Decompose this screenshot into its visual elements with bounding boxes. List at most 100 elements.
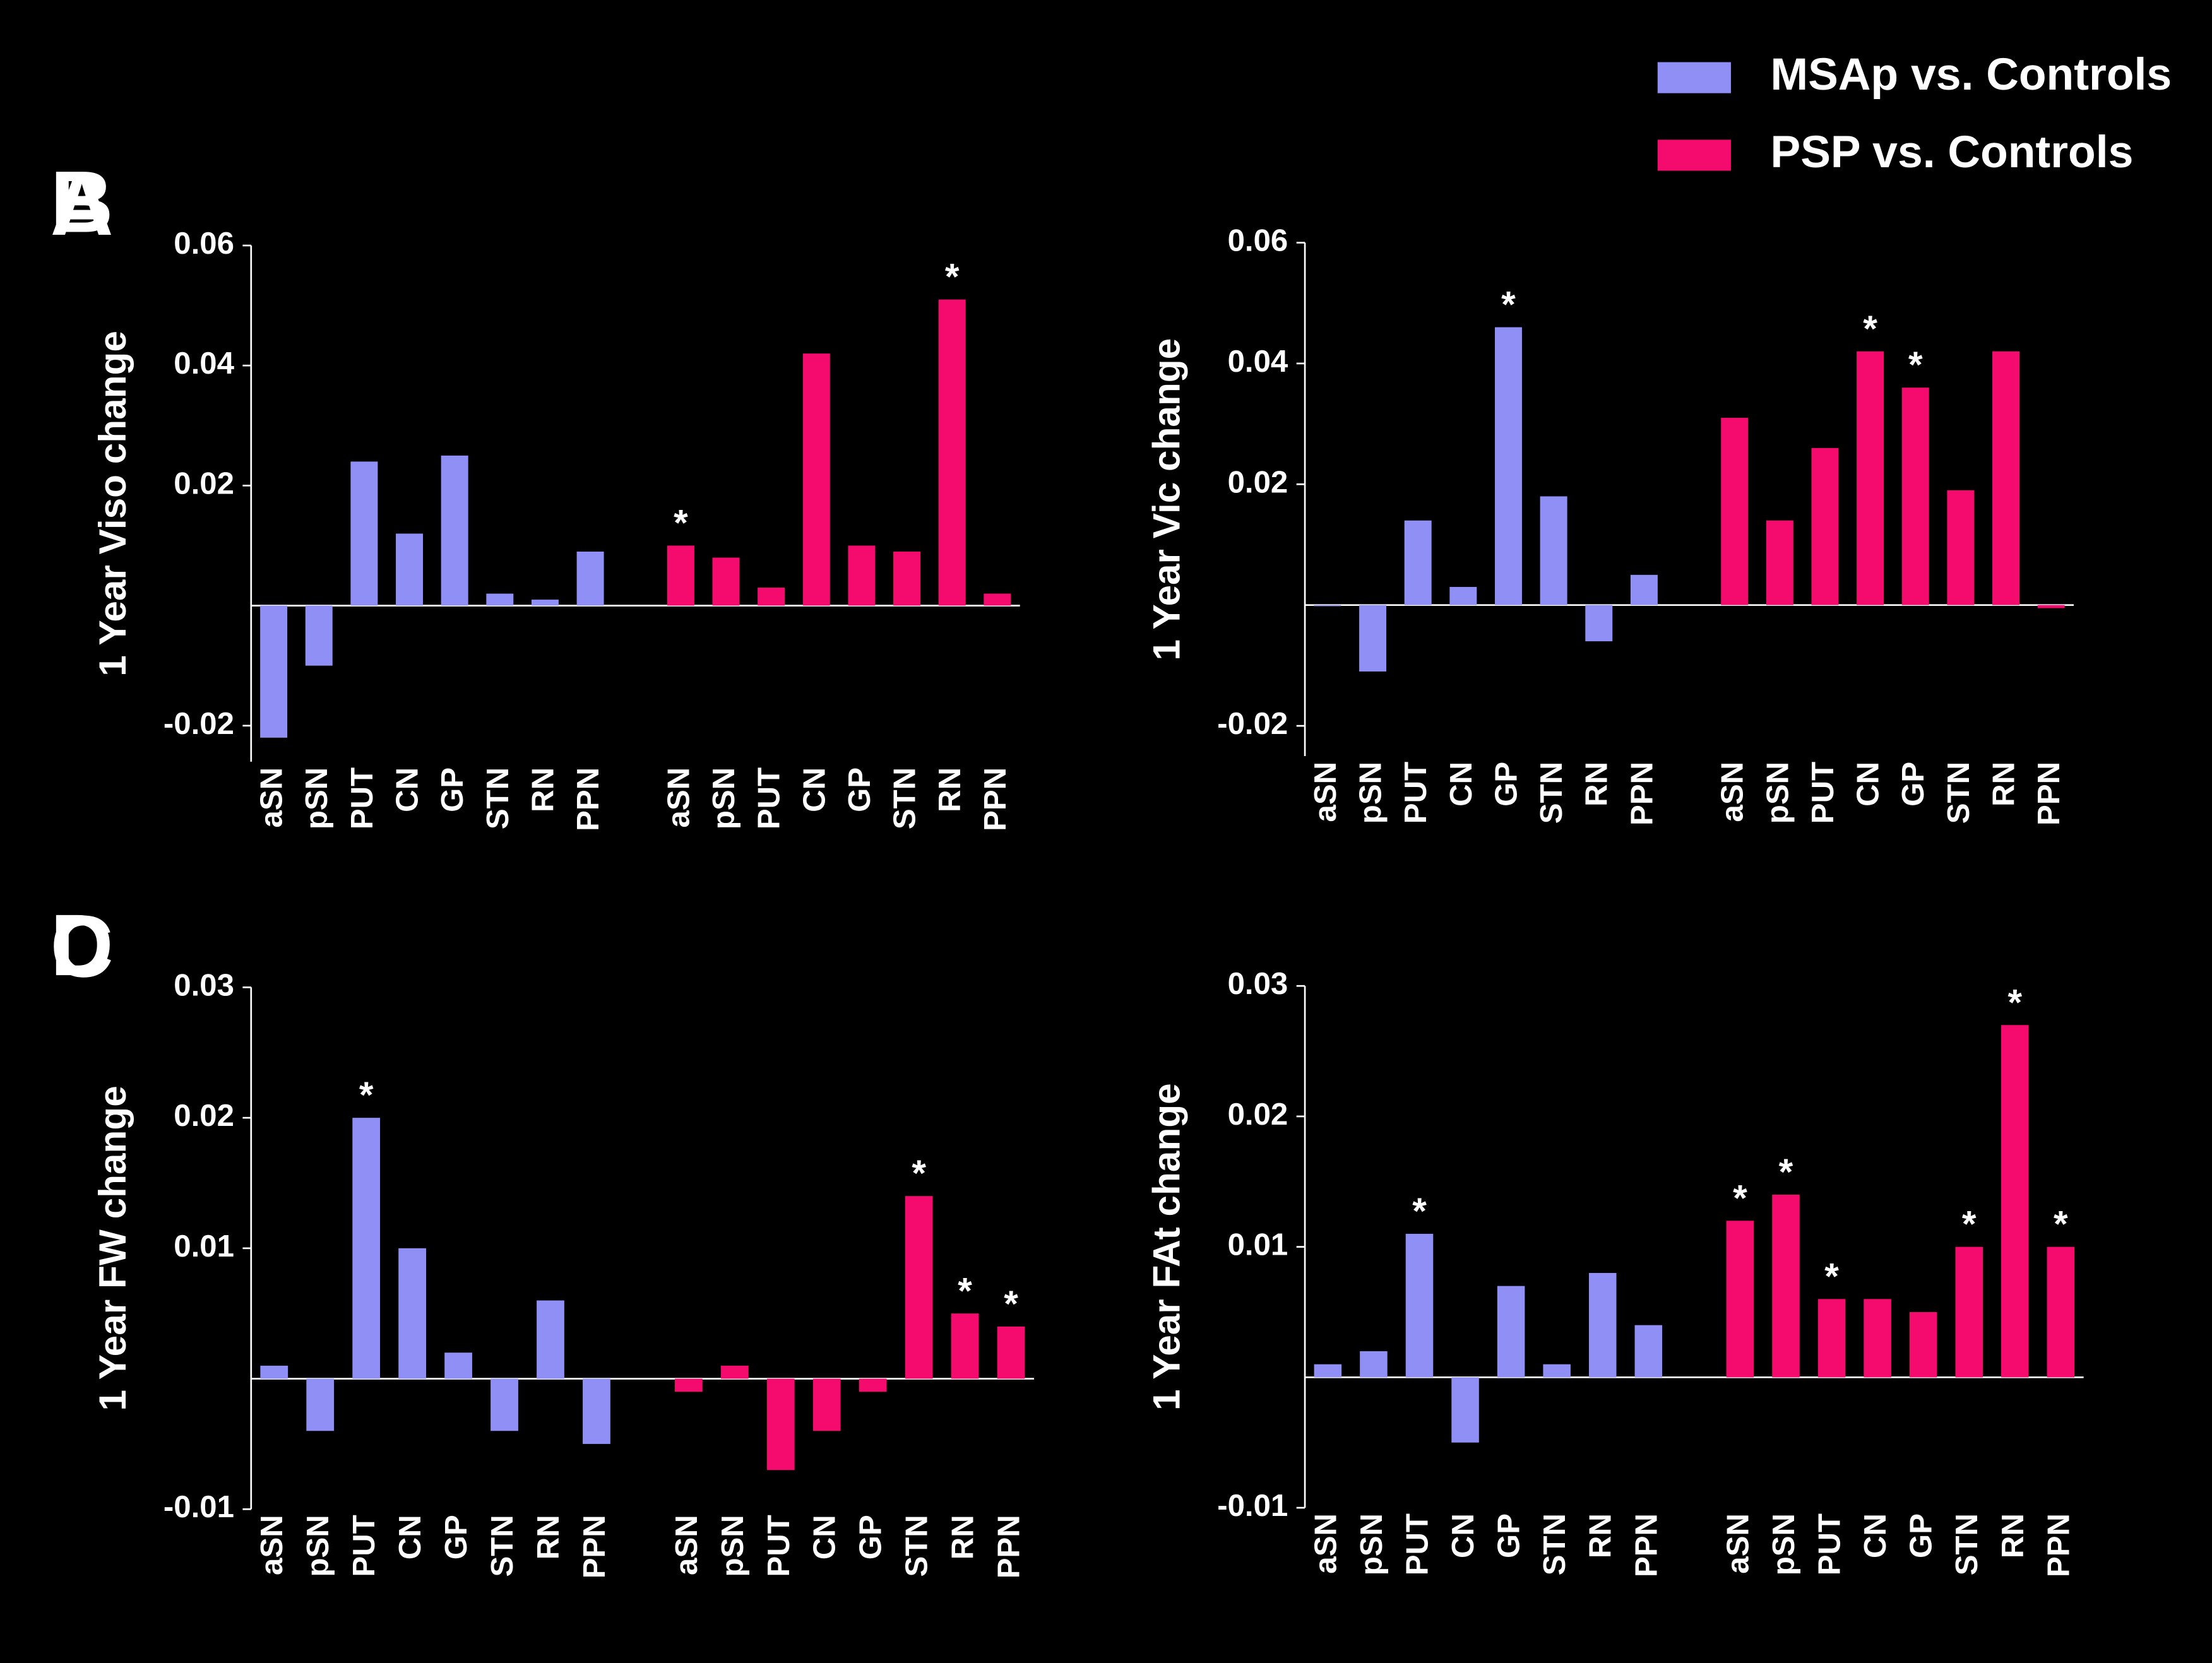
significance-star: * [2054, 1204, 2068, 1245]
significance-star: * [912, 1153, 926, 1194]
y-tick-label: 0.06 [174, 226, 234, 261]
bar [848, 545, 876, 606]
x-tick-label: RN [1583, 1513, 1618, 1558]
x-tick-label: aSN [1308, 1513, 1343, 1574]
bar [1314, 1364, 1342, 1378]
bar [441, 455, 468, 606]
x-tick-label: GP [1489, 762, 1523, 807]
x-tick-label: PPN [1629, 1513, 1663, 1577]
bar [1947, 490, 1975, 605]
bar [491, 1378, 518, 1431]
bar [531, 600, 559, 606]
x-tick-label: GP [1904, 1513, 1939, 1558]
x-tick-label: pSN [299, 767, 334, 829]
x-tick-label: aSN [254, 767, 289, 828]
x-tick-label: aSN [254, 1515, 289, 1575]
bar [576, 552, 604, 606]
x-tick-label: aSN [661, 767, 696, 828]
x-tick-label: PUT [752, 767, 787, 829]
x-tick-label: RN [946, 1515, 980, 1559]
bar [812, 1378, 841, 1431]
bar [583, 1378, 610, 1444]
y-tick-label: 0.01 [174, 1229, 234, 1264]
significance-star: * [1863, 309, 1877, 350]
significance-star: * [1501, 285, 1516, 326]
significance-star: * [1004, 1284, 1018, 1325]
bar [260, 1365, 288, 1379]
bar [398, 1248, 427, 1379]
legend-swatch [1657, 62, 1731, 93]
x-tick-label: CN [797, 767, 831, 812]
x-tick-label: PPN [571, 767, 605, 831]
x-tick-label: STN [1941, 762, 1976, 824]
x-tick-label: RN [932, 767, 967, 812]
x-tick-label: STN [888, 767, 922, 829]
bar [352, 1118, 381, 1379]
x-tick-label: PUT [1400, 1513, 1434, 1575]
x-tick-label: PUT [347, 1515, 381, 1577]
legend-label: MSAp vs. Controls [1771, 49, 2172, 100]
bar [997, 1326, 1025, 1379]
y-tick-label: 0.01 [1228, 1228, 1288, 1262]
bar [1451, 1377, 1479, 1443]
x-tick-label: CN [390, 767, 425, 812]
bar [350, 461, 378, 606]
bar [712, 557, 740, 606]
x-tick-label: PUT [1812, 1513, 1847, 1575]
x-tick-label: CN [1444, 762, 1478, 807]
significance-star: * [674, 503, 688, 544]
x-tick-label: aSN [1715, 762, 1750, 822]
significance-star: * [1733, 1178, 1747, 1219]
x-tick-label: GP [439, 1515, 473, 1559]
x-tick-label: CN [807, 1515, 842, 1559]
bar [1766, 520, 1793, 605]
y-tick-label: -0.01 [1217, 1488, 1288, 1523]
significance-star: * [945, 257, 960, 298]
bar [1817, 1299, 1846, 1378]
panel-letter: B [51, 153, 114, 251]
bar [1857, 351, 1884, 605]
bar [1497, 1286, 1525, 1378]
bar [859, 1378, 887, 1392]
significance-star: * [1824, 1256, 1839, 1297]
significance-star: * [1412, 1191, 1427, 1232]
y-tick-label: 0.02 [174, 1098, 234, 1133]
bar [1405, 1233, 1434, 1378]
bar [486, 593, 514, 606]
bar [1630, 574, 1658, 605]
bar [1634, 1325, 1663, 1378]
bar [1721, 418, 1749, 605]
y-axis-label: 1 Year FW change [91, 1086, 134, 1411]
legend-swatch [1657, 139, 1731, 171]
bar [1772, 1194, 1800, 1378]
significance-star: * [958, 1270, 972, 1311]
bar [802, 353, 830, 606]
x-tick-label: CN [393, 1515, 427, 1559]
bar [2001, 1025, 2029, 1378]
bar [1449, 586, 1477, 605]
y-axis-label: 1 Year FAt change [1145, 1083, 1187, 1411]
y-axis-label: 1 Year Viso change [91, 331, 134, 677]
x-tick-label: PUT [345, 767, 379, 829]
bar [1359, 605, 1387, 672]
x-tick-label: pSN [1354, 1513, 1389, 1575]
bar [306, 1378, 335, 1431]
bar [1864, 1299, 1891, 1378]
x-tick-label: pSN [706, 767, 741, 829]
x-tick-label: aSN [1720, 1513, 1755, 1574]
bar [674, 1378, 703, 1392]
bar [1909, 1311, 1937, 1378]
significance-star: * [359, 1075, 374, 1116]
x-tick-label: STN [1537, 1513, 1572, 1575]
bar [537, 1300, 564, 1379]
x-tick-label: STN [480, 767, 515, 829]
x-tick-label: pSN [1760, 762, 1795, 824]
x-tick-label: STN [1534, 762, 1569, 824]
bar [1992, 351, 2020, 605]
y-axis-label: 1 Year Vic change [1145, 338, 1187, 661]
bar [1494, 327, 1522, 605]
bar [984, 593, 1011, 606]
x-tick-label: PPN [992, 1515, 1026, 1578]
